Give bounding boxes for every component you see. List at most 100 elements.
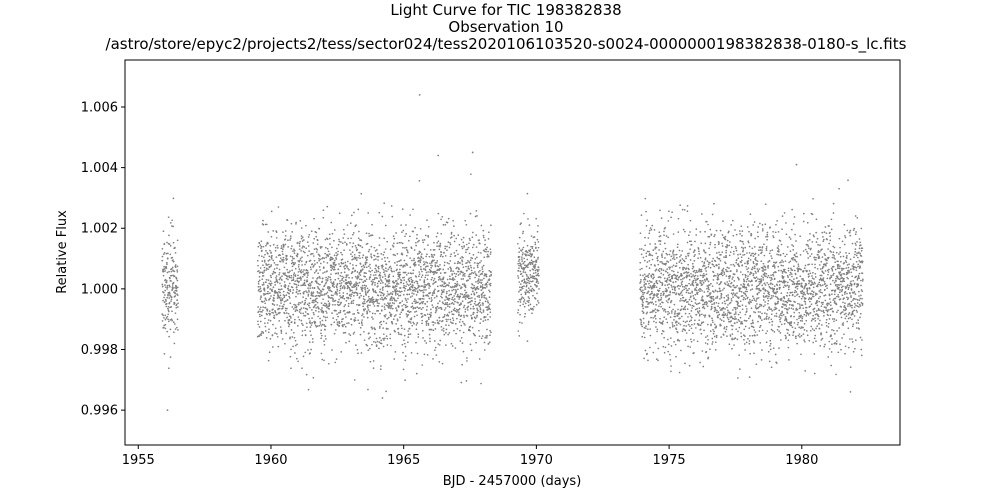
data-point xyxy=(722,320,725,323)
data-point xyxy=(692,274,694,276)
data-point xyxy=(287,312,290,315)
data-point xyxy=(288,271,290,274)
data-point xyxy=(412,269,415,272)
data-point xyxy=(282,256,285,259)
data-point xyxy=(166,241,168,244)
data-point xyxy=(311,321,314,324)
data-point xyxy=(654,284,656,287)
data-point xyxy=(423,248,426,251)
data-point xyxy=(324,325,327,328)
data-point xyxy=(367,306,369,309)
data-point xyxy=(299,308,302,311)
data-point xyxy=(673,324,676,327)
data-point xyxy=(370,255,372,258)
data-point xyxy=(380,323,383,326)
data-point xyxy=(175,306,178,309)
data-point xyxy=(721,274,724,277)
data-point xyxy=(407,336,410,338)
data-point xyxy=(519,270,522,273)
data-point xyxy=(734,337,737,340)
data-point xyxy=(403,303,405,306)
data-point xyxy=(640,253,643,256)
data-point xyxy=(398,260,401,262)
data-point xyxy=(762,267,764,270)
data-point xyxy=(321,280,324,283)
data-point xyxy=(712,271,715,274)
data-point xyxy=(393,315,396,317)
data-point xyxy=(466,248,469,251)
data-point xyxy=(468,268,470,270)
data-point xyxy=(358,322,361,325)
data-point xyxy=(400,281,402,284)
data-point xyxy=(342,262,345,265)
data-point xyxy=(349,293,351,296)
data-point xyxy=(479,308,482,311)
data-point xyxy=(356,309,359,312)
data-point xyxy=(348,281,350,283)
data-point xyxy=(686,284,689,287)
data-point xyxy=(488,231,490,234)
data-point xyxy=(761,229,764,232)
data-point xyxy=(406,315,408,318)
data-point xyxy=(309,322,312,324)
data-point xyxy=(335,358,338,360)
data-point xyxy=(367,349,370,352)
data-point xyxy=(702,282,705,284)
data-point xyxy=(662,290,664,293)
data-point xyxy=(463,283,466,285)
data-point xyxy=(651,287,653,290)
data-point xyxy=(654,300,657,303)
data-point xyxy=(520,293,523,296)
data-point xyxy=(666,321,669,324)
data-point xyxy=(758,287,760,290)
data-point xyxy=(259,298,262,300)
data-point xyxy=(364,291,367,294)
data-point xyxy=(488,278,491,281)
data-point xyxy=(325,310,327,313)
data-point xyxy=(301,367,303,370)
data-point xyxy=(375,271,378,273)
data-point xyxy=(448,332,451,334)
data-point xyxy=(311,309,313,311)
data-point xyxy=(170,296,173,299)
data-point xyxy=(172,241,175,244)
data-point xyxy=(694,293,697,296)
data-point xyxy=(439,255,442,258)
data-point xyxy=(285,294,288,297)
data-point xyxy=(764,203,767,206)
data-point xyxy=(344,241,346,244)
data-point xyxy=(669,259,672,261)
data-point xyxy=(379,368,382,371)
data-point xyxy=(400,324,403,327)
data-point xyxy=(771,297,773,299)
data-point xyxy=(528,224,531,226)
data-point xyxy=(725,256,728,259)
data-point xyxy=(349,249,351,252)
data-point xyxy=(534,297,537,300)
data-point xyxy=(402,308,405,311)
data-point xyxy=(763,272,766,274)
data-point xyxy=(305,247,308,250)
data-point xyxy=(675,292,678,295)
data-point xyxy=(756,262,758,265)
data-point xyxy=(691,262,694,265)
data-point xyxy=(646,352,648,355)
data-point xyxy=(297,316,300,318)
data-point xyxy=(320,294,323,296)
data-point xyxy=(738,230,741,232)
data-point xyxy=(439,244,442,247)
data-point xyxy=(271,290,274,293)
data-point xyxy=(419,279,421,281)
data-point xyxy=(329,243,331,245)
data-point xyxy=(291,269,293,272)
data-point xyxy=(486,246,488,249)
data-point xyxy=(335,263,337,266)
data-point xyxy=(532,294,534,297)
data-point xyxy=(318,227,321,230)
data-point xyxy=(164,284,166,286)
data-point xyxy=(275,263,277,266)
data-point xyxy=(290,274,293,277)
data-point xyxy=(168,270,170,273)
data-point xyxy=(447,299,450,301)
data-point xyxy=(485,250,487,253)
